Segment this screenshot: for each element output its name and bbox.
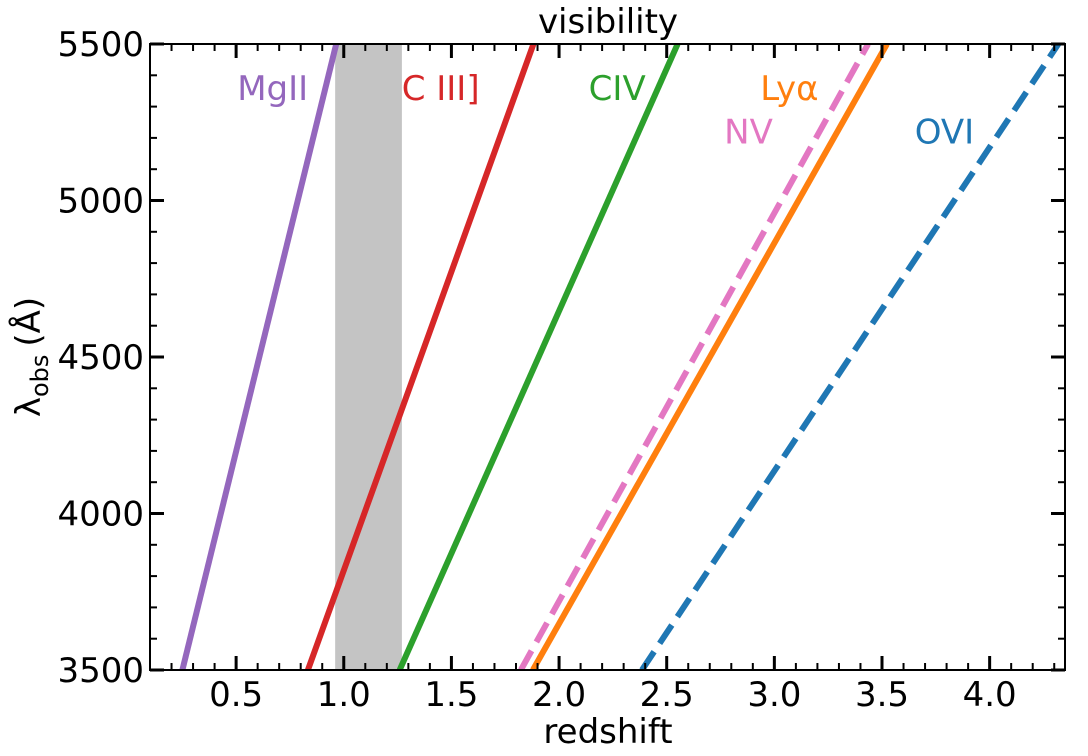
x-tick-label: 3.0 [747, 675, 801, 715]
series-line-ovi [639, 44, 1061, 670]
x-tick-label: 2.5 [640, 675, 694, 715]
series-line-lyα [530, 44, 890, 670]
series-line-civ [396, 44, 681, 670]
y-axis-subscript: obs [26, 355, 54, 397]
y-tick-label: 5000 [57, 182, 144, 222]
x-tick-label: 1.5 [424, 675, 478, 715]
shaded-band [335, 44, 402, 670]
y-tick-label: 5500 [57, 25, 144, 65]
x-tick-label: 4.0 [963, 675, 1017, 715]
y-axis-unit: (Å) [8, 297, 49, 347]
series-line-nv [518, 44, 871, 670]
x-tick-label: 0.5 [209, 675, 263, 715]
y-tick-label: 3500 [57, 651, 144, 691]
x-tick-label: 1.0 [317, 675, 371, 715]
series-label-nv: NV [724, 113, 773, 153]
series-label-mgii: MgII [237, 69, 308, 109]
series-label-ovi: OVI [915, 113, 974, 153]
series-label-lyα: Lyα [760, 69, 818, 109]
y-axis-title: λobs (Å) [8, 297, 54, 417]
series-label-civ: CIV [589, 69, 646, 109]
x-tick-label: 3.5 [855, 675, 909, 715]
y-axis-symbol: λ [9, 397, 49, 417]
x-axis-title: redshift [543, 712, 672, 752]
y-tick-label: 4000 [57, 495, 144, 535]
series-lines [179, 44, 1061, 670]
series-line-mgii [179, 44, 340, 670]
series-label-ciii: C III] [402, 69, 480, 109]
x-tick-label: 2.0 [532, 675, 586, 715]
y-tick-label: 4500 [57, 338, 144, 378]
series-line-ciii [305, 44, 537, 670]
chart-title: visibility [538, 2, 678, 42]
